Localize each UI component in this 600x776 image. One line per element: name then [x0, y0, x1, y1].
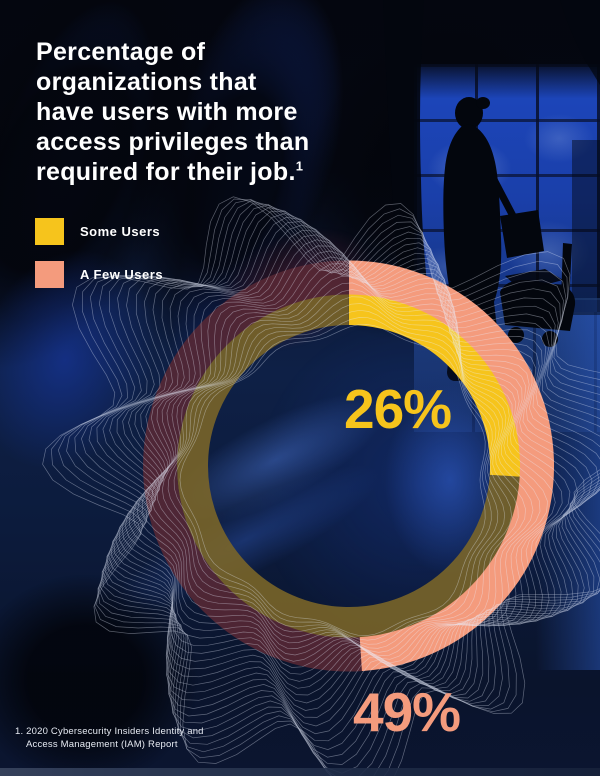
legend-label: Some Users	[80, 224, 161, 239]
title-line: access privileges than	[36, 128, 310, 156]
donut-label-some-users: 26%	[344, 378, 452, 440]
legend-swatch	[35, 261, 64, 288]
legend-item-a-few-users: A Few Users	[35, 261, 163, 288]
title-line-text: required for their job.	[36, 158, 296, 186]
legend-label: A Few Users	[80, 267, 164, 282]
source-footnote: 1. 2020 Cybersecurity Insiders Identity …	[15, 726, 204, 751]
bottom-edge-strip	[0, 768, 600, 776]
title-line: required for their job.1	[36, 157, 386, 187]
title-line: organizations that	[36, 68, 257, 96]
title-line: Percentage of	[36, 38, 206, 66]
footnote-marker: 1	[295, 158, 304, 174]
bag-silhouette	[500, 210, 544, 258]
pillar-silhouette	[383, 0, 600, 318]
title-line: have users with more	[36, 98, 298, 126]
footnote-line: Access Management (IAM) Report	[26, 738, 178, 750]
chart-legend: Some Users A Few Users	[35, 218, 163, 304]
legend-swatch	[35, 218, 64, 245]
footnote-line: 1. 2020 Cybersecurity Insiders Identity …	[15, 726, 204, 737]
donut-label-a-few-users: 49%	[353, 681, 461, 743]
chart-title: Percentage of organizations that have us…	[36, 37, 386, 187]
luggage-silhouette	[500, 243, 576, 347]
legend-item-some-users: Some Users	[35, 218, 163, 245]
